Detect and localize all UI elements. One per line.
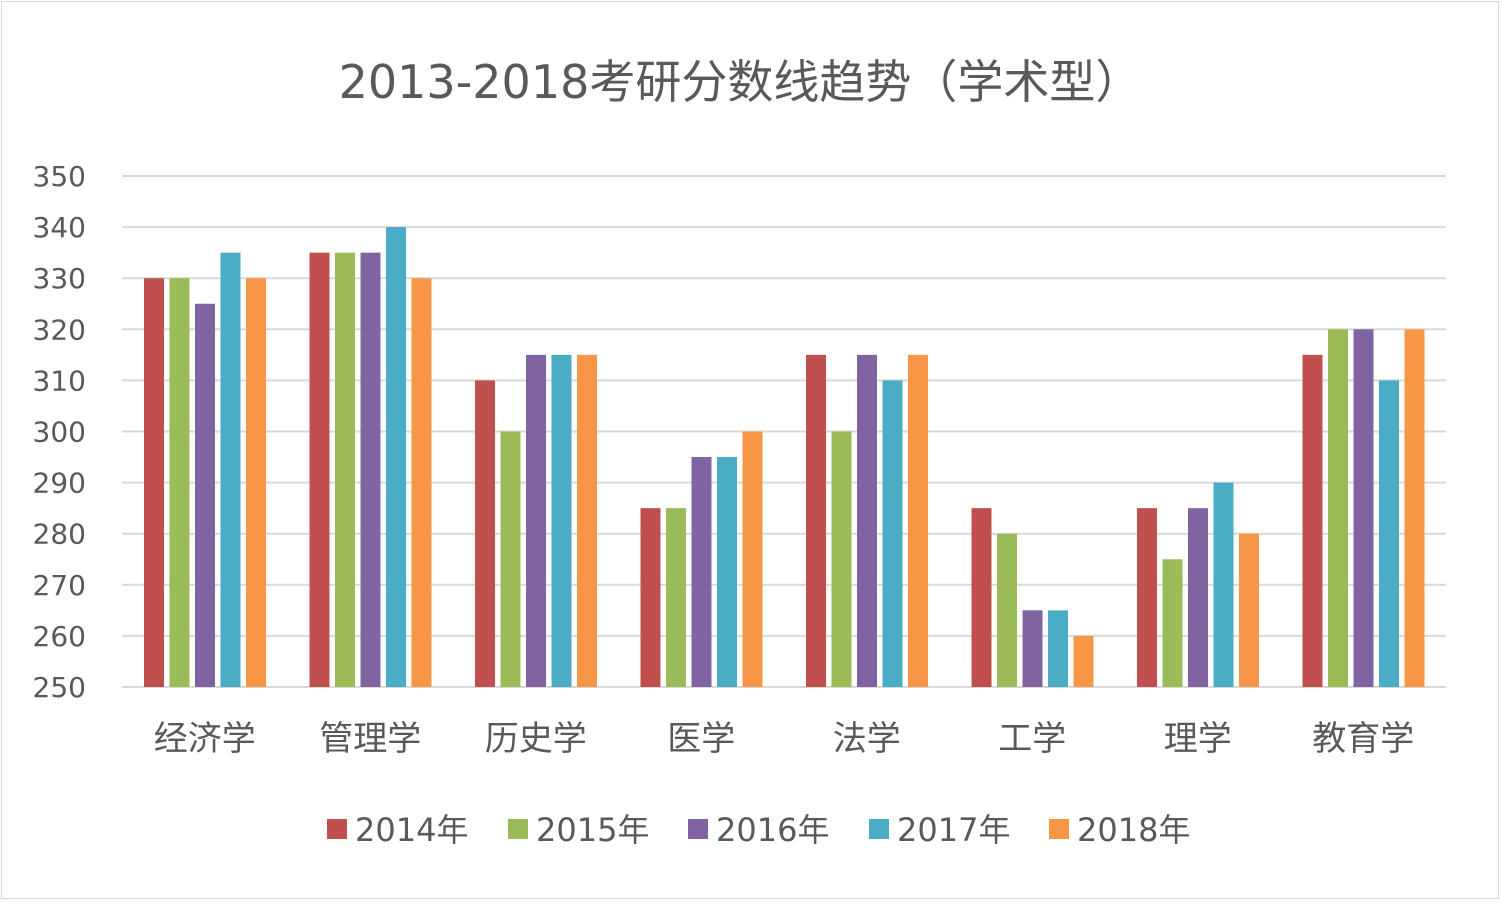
bar-2015年-历史学 [500, 431, 521, 687]
y-tick-label: 300 [33, 416, 86, 449]
x-tick-label: 理学 [1164, 719, 1232, 759]
bar-2014年-管理学 [309, 252, 330, 687]
y-tick-label: 260 [33, 620, 86, 653]
bar-2015年-医学 [666, 508, 686, 687]
bar-2017年-教育学 [1379, 380, 1399, 687]
legend-label: 2016年 [716, 811, 829, 849]
x-tick-label: 管理学 [319, 719, 421, 759]
legend: 2014年 2015年 2016年 2017年 2018年 [327, 811, 1190, 849]
bars [144, 227, 1425, 687]
bar-2016年-经济学 [195, 303, 215, 687]
bar-2017年-历史学 [551, 354, 572, 687]
legend-item: 2017年 [869, 811, 1010, 849]
bar-2015年-理学 [1162, 559, 1183, 687]
x-tick-label: 医学 [667, 719, 735, 759]
bar-2018年-教育学 [1404, 329, 1425, 687]
y-tick-label: 310 [33, 364, 86, 397]
bar-2018年-历史学 [577, 354, 597, 687]
legend-swatch [327, 819, 347, 839]
bar-2018年-工学 [1073, 635, 1094, 687]
bar-2016年-医学 [691, 457, 712, 687]
legend-label: 2014年 [355, 811, 468, 849]
bar-2015年-管理学 [335, 252, 355, 687]
y-tick-label: 250 [33, 671, 86, 704]
x-tick-label: 教育学 [1312, 719, 1414, 759]
x-tick-label: 法学 [833, 719, 901, 759]
bar-2018年-理学 [1239, 533, 1259, 687]
bar-2014年-经济学 [144, 278, 164, 687]
legend-swatch [688, 819, 708, 839]
bar-2017年-经济学 [220, 252, 241, 687]
legend-label: 2015年 [536, 811, 649, 849]
bar-2017年-工学 [1048, 610, 1068, 687]
bar-2014年-工学 [971, 508, 992, 687]
y-axis-ticks: 250 260 270 280 290 300 310 320 330 340 350 [33, 160, 86, 704]
y-tick-label: 290 [33, 467, 86, 500]
legend-label: 2018年 [1077, 811, 1190, 849]
bar-2015年-教育学 [1328, 329, 1348, 687]
y-tick-label: 350 [33, 160, 86, 193]
legend-swatch [508, 819, 528, 839]
legend-swatch [1049, 819, 1069, 839]
bar-2017年-理学 [1213, 482, 1234, 687]
bar-2014年-教育学 [1302, 354, 1323, 687]
bar-2015年-工学 [997, 533, 1017, 687]
bar-2017年-法学 [882, 380, 903, 687]
bar-2018年-医学 [742, 431, 763, 687]
bar-2018年-经济学 [246, 278, 266, 687]
y-tick-label: 320 [33, 313, 86, 346]
bar-2015年-法学 [831, 431, 852, 687]
y-tick-label: 270 [33, 569, 86, 602]
bar-2014年-法学 [806, 354, 826, 687]
bar-2014年-历史学 [475, 380, 495, 687]
x-tick-label: 经济学 [154, 719, 256, 759]
y-tick-label: 330 [33, 262, 86, 295]
y-tick-label: 280 [33, 518, 86, 551]
bar-2014年-理学 [1137, 508, 1157, 687]
legend-item: 2014年 [327, 811, 468, 849]
bar-2017年-管理学 [386, 227, 406, 687]
bar-2018年-法学 [908, 354, 928, 687]
x-tick-label: 工学 [998, 719, 1066, 759]
legend-item: 2016年 [688, 811, 829, 849]
legend-swatch [869, 819, 889, 839]
bar-2016年-工学 [1022, 610, 1043, 687]
legend-item: 2018年 [1049, 811, 1190, 849]
bar-2016年-理学 [1188, 508, 1208, 687]
y-tick-label: 340 [33, 211, 86, 244]
bar-2017年-医学 [717, 457, 737, 687]
bar-2016年-管理学 [360, 252, 381, 687]
bar-2015年-经济学 [169, 278, 190, 687]
bar-2014年-医学 [640, 508, 661, 687]
x-axis-ticks: 经济学 管理学 历史学 医学 法学 工学 理学 教育学 [154, 719, 1415, 759]
x-tick-label: 历史学 [485, 719, 587, 759]
legend-label: 2017年 [897, 811, 1010, 849]
legend-item: 2015年 [508, 811, 649, 849]
bar-2016年-法学 [857, 354, 877, 687]
bar-2016年-历史学 [526, 354, 546, 687]
chart-title: 2013-2018考研分数线趋势（学术型） [339, 55, 1142, 109]
bar-2016年-教育学 [1353, 329, 1374, 687]
bar-2018年-管理学 [411, 278, 432, 687]
